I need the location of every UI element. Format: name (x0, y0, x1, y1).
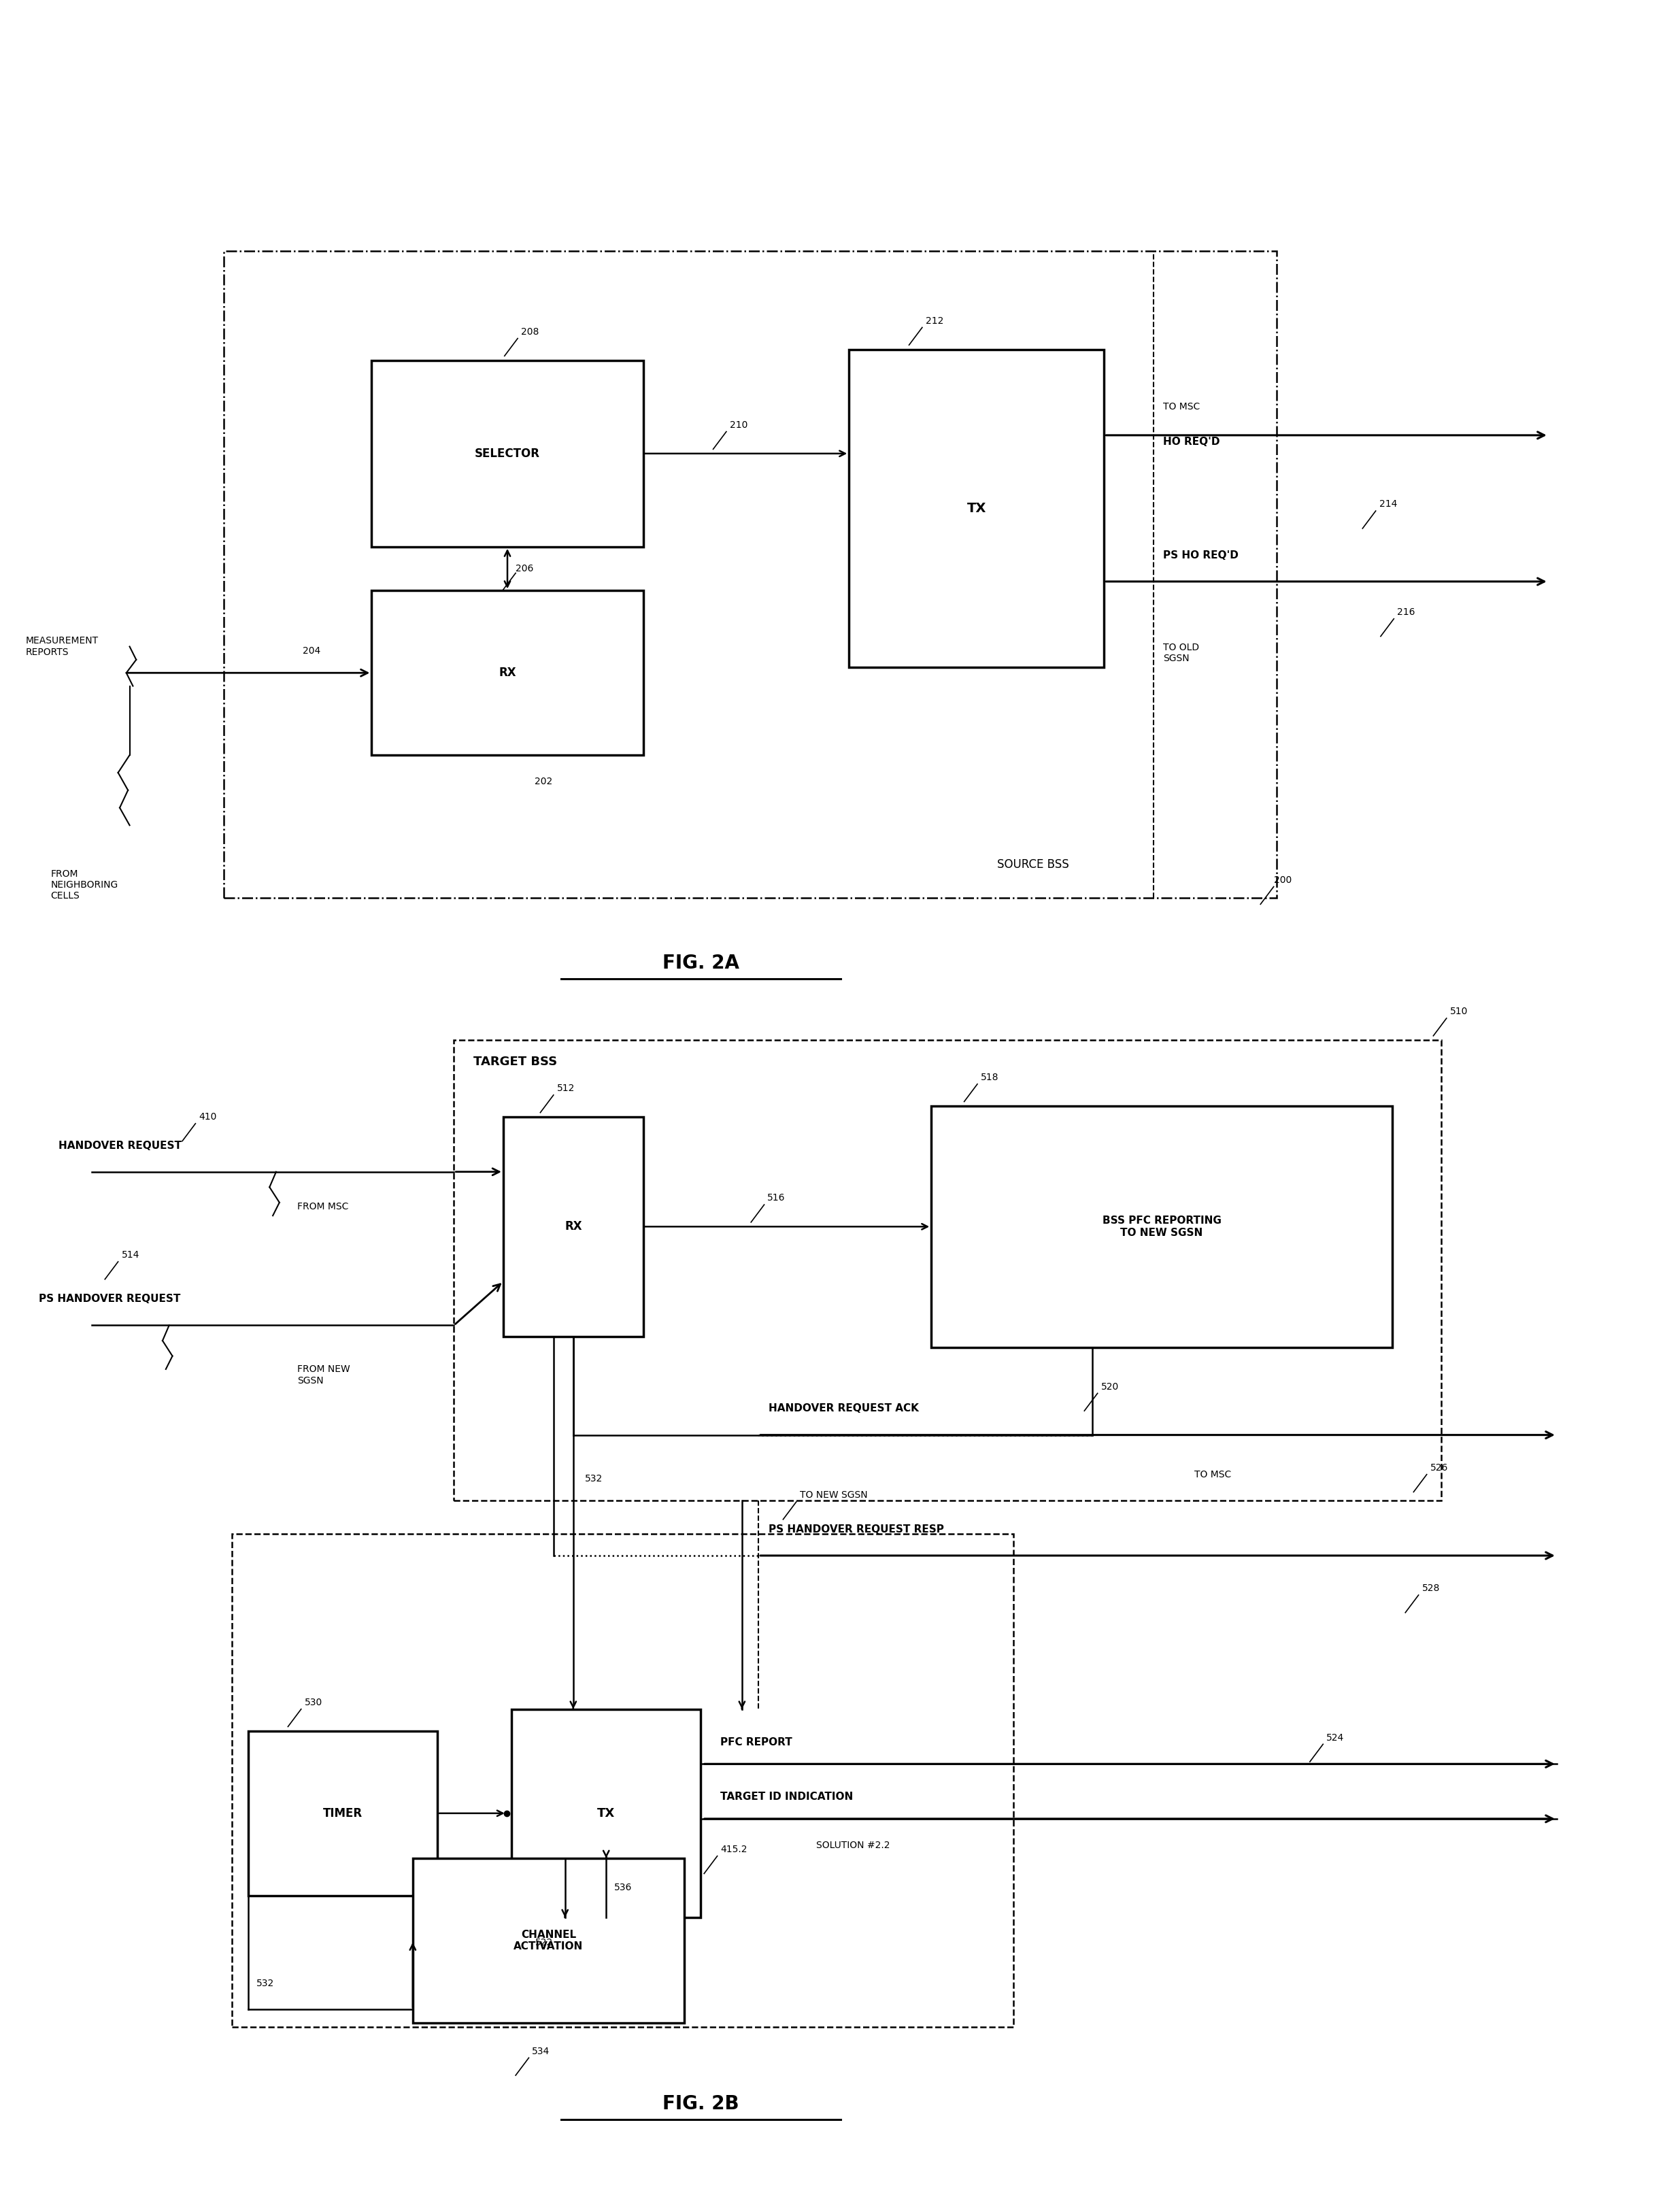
Text: SOLUTION #2.2: SOLUTION #2.2 (816, 1840, 889, 1849)
Text: 204: 204 (303, 646, 320, 655)
Text: 514: 514 (122, 1250, 140, 1261)
Text: RX: RX (564, 1221, 583, 1232)
Text: TO MSC: TO MSC (1164, 403, 1200, 411)
Text: 516: 516 (768, 1192, 786, 1203)
FancyBboxPatch shape (503, 1117, 643, 1336)
Text: 526: 526 (1430, 1462, 1449, 1473)
Text: TO NEW SGSN: TO NEW SGSN (799, 1491, 867, 1500)
Text: 520: 520 (1101, 1382, 1119, 1391)
Text: FROM MSC: FROM MSC (298, 1201, 348, 1212)
Text: 512: 512 (556, 1084, 574, 1093)
Text: TIMER: TIMER (323, 1807, 363, 1820)
Text: 206: 206 (516, 564, 533, 573)
Text: 532: 532 (256, 1978, 275, 1989)
Text: 532: 532 (584, 1473, 603, 1484)
Text: 534: 534 (533, 2046, 549, 2055)
Text: PS HANDOVER REQUEST: PS HANDOVER REQUEST (38, 1294, 181, 1305)
Text: 214: 214 (1379, 500, 1397, 509)
Text: FIG. 2B: FIG. 2B (663, 2095, 739, 2112)
Text: 210: 210 (729, 420, 748, 429)
Text: 518: 518 (981, 1073, 999, 1082)
FancyBboxPatch shape (413, 1858, 684, 2022)
FancyBboxPatch shape (849, 349, 1104, 668)
Text: PS HANDOVER REQUEST RESP: PS HANDOVER REQUEST RESP (768, 1524, 944, 1535)
Text: RX: RX (500, 666, 516, 679)
Text: CHANNEL
ACTIVATION: CHANNEL ACTIVATION (514, 1929, 583, 1951)
Text: 530: 530 (305, 1699, 323, 1708)
Text: TX: TX (967, 502, 986, 515)
Text: 410: 410 (198, 1113, 216, 1121)
Text: TO MSC: TO MSC (1195, 1469, 1232, 1480)
Text: 200: 200 (1274, 876, 1292, 885)
Text: 524: 524 (1327, 1732, 1344, 1743)
Text: 510: 510 (1450, 1006, 1469, 1018)
Text: BSS PFC REPORTING
TO NEW SGSN: BSS PFC REPORTING TO NEW SGSN (1102, 1217, 1220, 1239)
Text: TO OLD
SGSN: TO OLD SGSN (1164, 644, 1199, 664)
Text: TARGET ID INDICATION: TARGET ID INDICATION (721, 1792, 854, 1803)
Text: 415.2: 415.2 (721, 1845, 748, 1854)
Text: PS HO REQ'D: PS HO REQ'D (1164, 551, 1239, 560)
FancyBboxPatch shape (371, 361, 643, 546)
Text: 216: 216 (1397, 608, 1415, 617)
FancyBboxPatch shape (511, 1710, 701, 1918)
Text: 202: 202 (534, 776, 553, 785)
Text: 536: 536 (614, 1882, 633, 1893)
Text: 212: 212 (926, 316, 944, 325)
Text: FIG. 2A: FIG. 2A (663, 953, 739, 973)
Text: MEASUREMENT
REPORTS: MEASUREMENT REPORTS (27, 637, 98, 657)
Text: HANDOVER REQUEST ACK: HANDOVER REQUEST ACK (768, 1405, 919, 1413)
Text: TARGET BSS: TARGET BSS (473, 1055, 558, 1068)
Text: TX: TX (598, 1807, 614, 1820)
Text: SELECTOR: SELECTOR (475, 447, 539, 460)
FancyBboxPatch shape (248, 1732, 438, 1896)
FancyBboxPatch shape (931, 1106, 1392, 1347)
Text: HANDOVER REQUEST: HANDOVER REQUEST (58, 1141, 181, 1150)
Text: 208: 208 (521, 327, 539, 336)
Text: 522: 522 (536, 1938, 553, 1947)
Text: FROM
NEIGHBORING
CELLS: FROM NEIGHBORING CELLS (50, 869, 118, 900)
Text: FROM NEW
SGSN: FROM NEW SGSN (298, 1365, 350, 1385)
Text: SOURCE BSS: SOURCE BSS (997, 858, 1069, 872)
Text: HO REQ'D: HO REQ'D (1164, 436, 1220, 447)
Text: PFC REPORT: PFC REPORT (721, 1736, 793, 1747)
FancyBboxPatch shape (371, 591, 643, 754)
Text: 528: 528 (1422, 1584, 1440, 1593)
